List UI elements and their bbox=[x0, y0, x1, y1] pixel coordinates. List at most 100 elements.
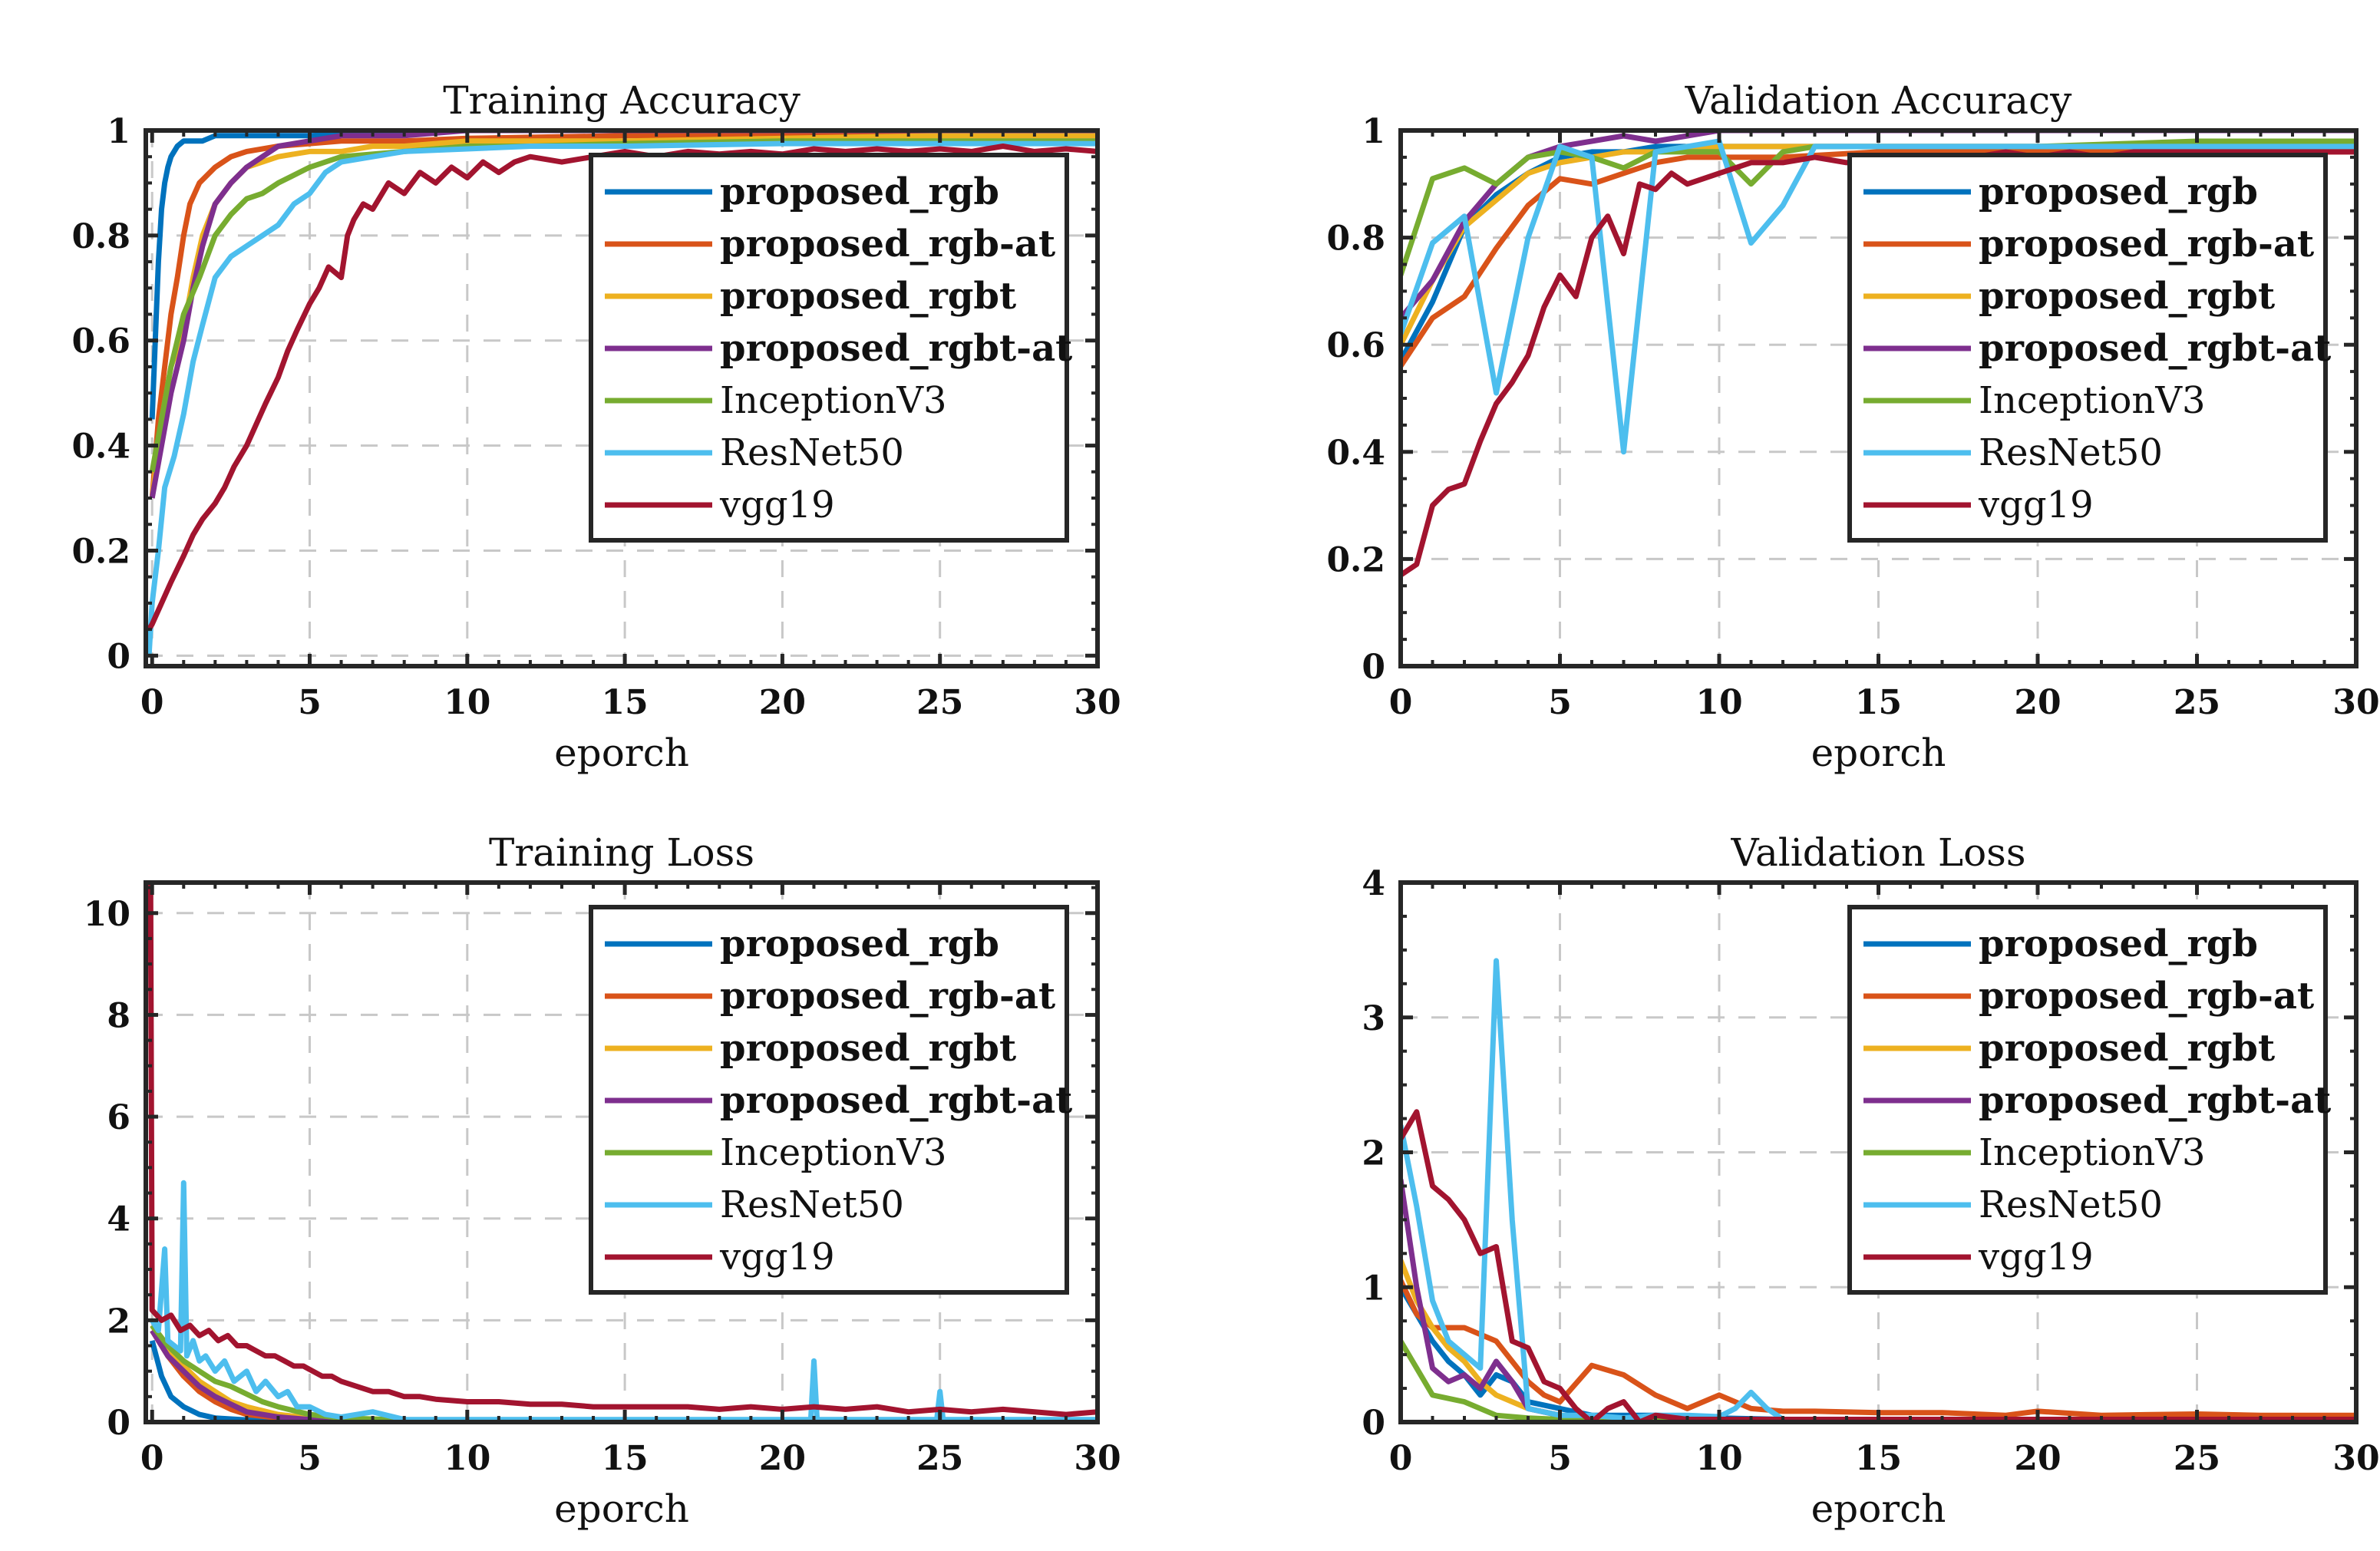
x-tick-label: 20 bbox=[759, 1439, 806, 1478]
y-tick-label: 6 bbox=[107, 1098, 130, 1137]
chart-title: Validation Loss bbox=[1730, 830, 2025, 875]
y-tick-label: 1 bbox=[107, 112, 130, 151]
series-line-ResNet50 bbox=[150, 1180, 1098, 1422]
legend-label: proposed_rgbt bbox=[1979, 275, 2275, 318]
series-line-proposed_rgb-at bbox=[1401, 149, 2356, 368]
x-tick-label: 10 bbox=[444, 683, 490, 722]
y-tick-label: 2 bbox=[107, 1302, 130, 1341]
legend-label: InceptionV3 bbox=[1979, 379, 2206, 422]
y-tick-label: 0.4 bbox=[71, 427, 130, 467]
y-tick-label: 3 bbox=[1362, 999, 1385, 1038]
x-tick-label: 10 bbox=[444, 1439, 490, 1478]
legend-label: ResNet50 bbox=[1979, 1183, 2163, 1226]
series-line-ResNet50 bbox=[146, 140, 1098, 656]
y-tick-label: 0 bbox=[1362, 1404, 1385, 1443]
y-tick-label: 0.6 bbox=[71, 322, 130, 361]
legend-label: proposed_rgb-at bbox=[1979, 223, 2314, 266]
x-tick-label: 5 bbox=[298, 683, 322, 722]
series-line-ResNet50 bbox=[1401, 958, 2356, 1422]
y-tick-label: 1 bbox=[1362, 112, 1385, 151]
x-tick-label: 20 bbox=[2014, 1439, 2061, 1478]
chart-title: Validation Accuracy bbox=[1685, 78, 2072, 123]
legend: proposed_rgb proposed_rgb-at proposed_rgbt… bbox=[1847, 905, 2331, 1295]
legend-label: vgg19 bbox=[1978, 1236, 2094, 1279]
legend-label: proposed_rgbt-at bbox=[1979, 1079, 2331, 1122]
legend-label: ResNet50 bbox=[1979, 431, 2163, 474]
x-axis-label: eporch bbox=[1811, 1487, 1946, 1531]
legend-label: ResNet50 bbox=[720, 431, 904, 474]
chart-title: Training Loss bbox=[489, 830, 754, 875]
series-line-vgg19 bbox=[147, 144, 1098, 631]
x-tick-label: 15 bbox=[1855, 683, 1902, 722]
x-tick-label: 25 bbox=[2174, 1439, 2220, 1478]
chart-train-loss: 0 5 10 15 20 25 30 0 2 4 6 8 10 Training Loss eporch pr… bbox=[84, 830, 1121, 1531]
x-tick-label: 5 bbox=[1548, 1439, 1572, 1478]
x-tick-label: 30 bbox=[1074, 683, 1121, 722]
x-tick-label: 0 bbox=[140, 1439, 164, 1478]
y-tick-label: 8 bbox=[107, 996, 130, 1035]
y-tick-label: 10 bbox=[84, 895, 130, 934]
series-group bbox=[1401, 130, 2356, 578]
y-tick-label: 0 bbox=[107, 637, 130, 676]
y-tick-label: 0 bbox=[107, 1404, 130, 1443]
legend-label: proposed_rgbt bbox=[720, 1027, 1016, 1070]
x-tick-label: 30 bbox=[2332, 1439, 2379, 1478]
chart-title: Training Accuracy bbox=[443, 78, 800, 123]
x-tick-label: 25 bbox=[2174, 683, 2220, 722]
x-tick-label: 0 bbox=[140, 683, 164, 722]
x-tick-label: 25 bbox=[916, 683, 963, 722]
legend-label: InceptionV3 bbox=[1979, 1131, 2206, 1174]
series-group bbox=[146, 130, 1098, 656]
x-tick-label: 15 bbox=[601, 683, 648, 722]
x-axis-label: eporch bbox=[554, 731, 689, 775]
legend: proposed_rgb proposed_rgb-at proposed_rgbt… bbox=[589, 905, 1072, 1295]
x-tick-label: 15 bbox=[601, 1439, 648, 1478]
x-tick-label: 20 bbox=[2014, 683, 2061, 722]
x-tick-label: 0 bbox=[1389, 1439, 1413, 1478]
x-tick-label: 5 bbox=[1548, 683, 1572, 722]
legend-label: proposed_rgb bbox=[1979, 922, 2258, 965]
legend: proposed_rgb proposed_rgb-at proposed_rgbt… bbox=[1847, 153, 2331, 543]
x-tick-label: 10 bbox=[1695, 683, 1742, 722]
y-tick-label: 0.8 bbox=[71, 217, 130, 256]
legend-label: proposed_rgbt bbox=[1979, 1027, 2275, 1070]
series-line-vgg19 bbox=[1401, 149, 2356, 578]
y-tick-label: 0.4 bbox=[1326, 434, 1385, 473]
chart-val-loss: 0 5 10 15 20 25 30 0 1 2 3 4 Validation Loss eporch pr… bbox=[1362, 830, 2379, 1531]
series-line-vgg19 bbox=[1401, 1109, 2356, 1422]
x-tick-label: 25 bbox=[916, 1439, 963, 1478]
y-tick-label: 4 bbox=[1362, 864, 1385, 903]
plot-frame bbox=[144, 880, 1100, 1424]
legend-label: proposed_rgbt bbox=[720, 275, 1016, 318]
y-tick-label: 0.2 bbox=[71, 532, 130, 571]
y-tick-label: 0.8 bbox=[1326, 219, 1385, 259]
legend-label: proposed_rgbt-at bbox=[720, 327, 1072, 370]
series-line-proposed_rgbt-at bbox=[149, 130, 1098, 499]
x-tick-label: 5 bbox=[298, 1439, 322, 1478]
y-tick-label: 0.6 bbox=[1326, 326, 1385, 365]
series-line-ResNet50 bbox=[1401, 138, 2356, 455]
legend-label: proposed_rgb-at bbox=[1979, 975, 2314, 1018]
x-axis-label: eporch bbox=[554, 1487, 689, 1531]
legend-label: proposed_rgb-at bbox=[720, 223, 1055, 266]
series-line-vgg19 bbox=[147, 883, 1098, 1417]
legend-label: proposed_rgb bbox=[720, 170, 999, 213]
y-tick-label: 2 bbox=[1362, 1134, 1385, 1173]
x-tick-label: 30 bbox=[2332, 683, 2379, 722]
plot-frame bbox=[144, 128, 1100, 668]
y-tick-label: 4 bbox=[107, 1200, 130, 1239]
y-tick-label: 1 bbox=[1362, 1269, 1385, 1308]
x-axis-label: eporch bbox=[1811, 731, 1946, 775]
legend-label: vgg19 bbox=[1978, 483, 2094, 526]
legend-label: vgg19 bbox=[719, 1236, 835, 1279]
legend-label: InceptionV3 bbox=[720, 379, 947, 422]
x-tick-label: 30 bbox=[1074, 1439, 1121, 1478]
legend-label: ResNet50 bbox=[720, 1183, 904, 1226]
y-tick-label: 0 bbox=[1362, 648, 1385, 687]
x-tick-label: 0 bbox=[1389, 683, 1413, 722]
legend-label: proposed_rgbt-at bbox=[1979, 327, 2331, 370]
legend: proposed_rgb proposed_rgb-at proposed_rgbt… bbox=[589, 153, 1072, 543]
legend-label: vgg19 bbox=[719, 483, 835, 526]
x-tick-label: 20 bbox=[759, 683, 806, 722]
